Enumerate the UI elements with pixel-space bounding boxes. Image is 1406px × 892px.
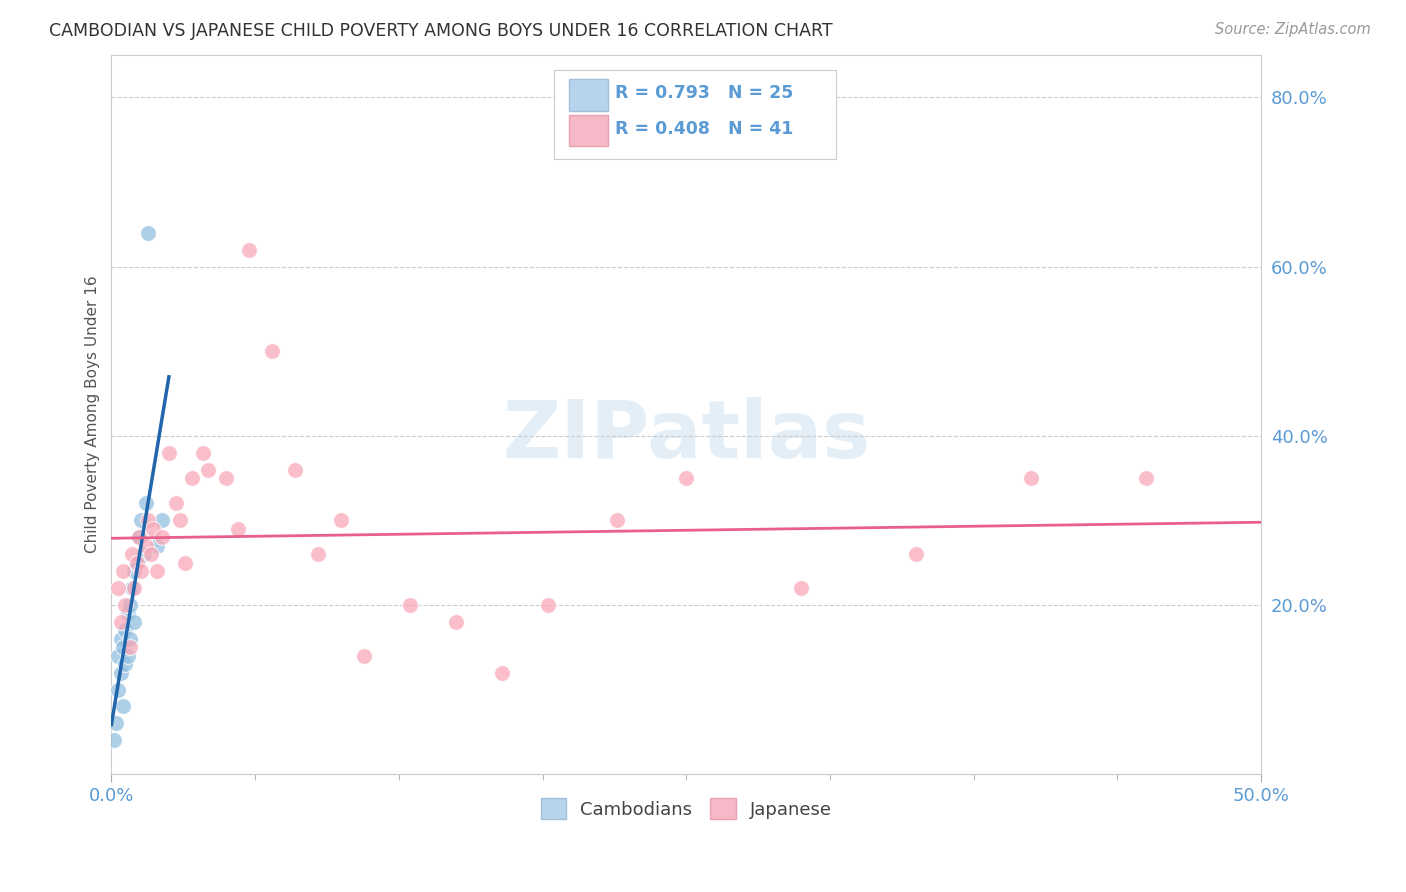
Point: [105, 716, 128, 731]
Point: [124, 615, 146, 629]
Text: R = 0.408   N = 41: R = 0.408 N = 41: [614, 120, 793, 138]
Point: [114, 657, 136, 672]
Y-axis label: Child Poverty Among Boys Under 16: Child Poverty Among Boys Under 16: [86, 276, 100, 553]
Point: [537, 598, 560, 612]
Point: [180, 471, 202, 485]
Point: [118, 640, 141, 655]
Point: [107, 581, 129, 595]
Point: [135, 496, 157, 510]
Point: [1019, 471, 1042, 485]
Point: [150, 530, 173, 544]
Point: [139, 547, 162, 561]
Point: [124, 581, 146, 595]
Point: [114, 598, 136, 612]
Point: [135, 539, 157, 553]
Point: [165, 496, 187, 510]
Text: R = 0.793   N = 25: R = 0.793 N = 25: [614, 84, 793, 103]
Text: ZIPatlas: ZIPatlas: [502, 397, 870, 475]
Point: [121, 547, 143, 561]
Point: [606, 513, 628, 527]
Point: [157, 446, 180, 460]
Point: [117, 648, 139, 663]
Point: [114, 624, 136, 638]
Point: [307, 547, 329, 561]
Point: [136, 513, 159, 527]
Legend: Cambodians, Japanese: Cambodians, Japanese: [533, 791, 839, 826]
Point: [446, 615, 468, 629]
Point: [128, 530, 150, 544]
Point: [136, 226, 159, 240]
Point: [110, 632, 132, 646]
Point: [146, 564, 169, 578]
Point: [142, 522, 165, 536]
Point: [107, 648, 129, 663]
Point: [124, 564, 146, 578]
Point: [118, 598, 141, 612]
Point: [238, 243, 260, 257]
Point: [675, 471, 697, 485]
Point: [226, 522, 249, 536]
Point: [117, 607, 139, 621]
Point: [111, 564, 134, 578]
Point: [110, 615, 132, 629]
Point: [169, 513, 191, 527]
Point: [128, 530, 150, 544]
Point: [107, 682, 129, 697]
Point: [125, 556, 148, 570]
Point: [110, 665, 132, 680]
FancyBboxPatch shape: [569, 78, 607, 111]
Point: [1135, 471, 1157, 485]
Point: [103, 733, 125, 747]
Point: [330, 513, 353, 527]
Point: [905, 547, 928, 561]
Point: [399, 598, 422, 612]
Point: [284, 462, 307, 476]
Point: [491, 665, 513, 680]
Point: [193, 446, 215, 460]
Point: [262, 344, 284, 359]
Point: [146, 539, 169, 553]
FancyBboxPatch shape: [569, 115, 607, 146]
Point: [132, 547, 155, 561]
Point: [111, 699, 134, 714]
Point: [131, 513, 153, 527]
Point: [174, 556, 197, 570]
Text: Source: ZipAtlas.com: Source: ZipAtlas.com: [1215, 22, 1371, 37]
Point: [118, 632, 141, 646]
Point: [111, 640, 134, 655]
Point: [125, 556, 148, 570]
Point: [790, 581, 813, 595]
Point: [121, 581, 143, 595]
Point: [353, 648, 375, 663]
Point: [215, 471, 238, 485]
FancyBboxPatch shape: [554, 70, 835, 160]
Point: [150, 513, 173, 527]
Text: CAMBODIAN VS JAPANESE CHILD POVERTY AMONG BOYS UNDER 16 CORRELATION CHART: CAMBODIAN VS JAPANESE CHILD POVERTY AMON…: [49, 22, 832, 40]
Point: [131, 564, 153, 578]
Point: [197, 462, 219, 476]
